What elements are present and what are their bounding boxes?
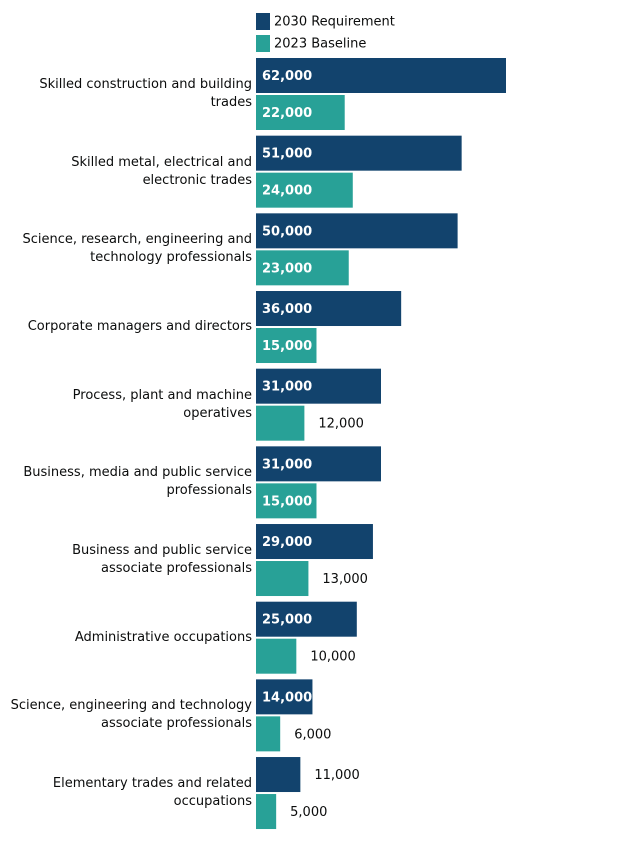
value-label: 31,000 (262, 457, 312, 472)
value-label: 51,000 (262, 147, 312, 162)
bar (256, 561, 309, 597)
legend-label: 2030 Requirement (274, 15, 395, 30)
category-label: Skilled construction and building trades (39, 77, 252, 110)
value-label: 11,000 (314, 768, 360, 783)
bar (256, 250, 349, 286)
category-label: Science, engineering and technology asso… (10, 698, 252, 732)
value-label: 36,000 (262, 302, 312, 317)
category-label: Science, research, engineering and techn… (22, 232, 252, 266)
category-label: Process, plant and machine operatives (72, 387, 252, 421)
bar (256, 368, 381, 404)
value-label: 24,000 (262, 184, 312, 199)
bar (256, 601, 357, 637)
legend-label: 2023 Baseline (274, 37, 366, 52)
legend-swatch (256, 35, 270, 52)
bar (256, 405, 305, 441)
category-label: Business, media and public service profe… (23, 465, 252, 499)
value-label: 22,000 (262, 106, 312, 121)
category-label: Skilled metal, electrical and electronic… (71, 154, 252, 188)
bar (256, 95, 345, 130)
value-label: 29,000 (262, 535, 312, 550)
value-label: 15,000 (262, 339, 312, 354)
bar (256, 328, 317, 364)
category-label: Elementary trades and related occupation… (52, 776, 252, 810)
bar (256, 794, 277, 830)
value-label: 25,000 (262, 613, 312, 628)
bar (256, 483, 317, 519)
value-label: 50,000 (262, 224, 312, 239)
value-label: 6,000 (294, 727, 331, 742)
bar (256, 291, 402, 327)
value-label: 12,000 (318, 417, 364, 432)
legend-swatch (256, 13, 270, 30)
bar (256, 757, 301, 793)
category-label: Business and public service associate pr… (72, 543, 252, 577)
bar (256, 716, 281, 752)
value-label: 62,000 (262, 69, 312, 84)
value-label: 31,000 (262, 380, 312, 395)
bar (256, 172, 353, 208)
value-label: 10,000 (310, 650, 356, 665)
bar (256, 135, 462, 171)
category-label: Corporate managers and directors (27, 319, 252, 334)
bar (256, 679, 313, 715)
value-label: 13,000 (322, 572, 368, 587)
value-label: 14,000 (262, 690, 312, 705)
bar (256, 213, 458, 249)
bar (256, 638, 297, 674)
value-label: 15,000 (262, 494, 312, 509)
value-label: 5,000 (290, 805, 327, 820)
value-label: 23,000 (262, 261, 312, 276)
bar (256, 524, 373, 560)
bar (256, 446, 381, 482)
bar (256, 58, 506, 93)
category-label: Administrative occupations (74, 629, 252, 645)
